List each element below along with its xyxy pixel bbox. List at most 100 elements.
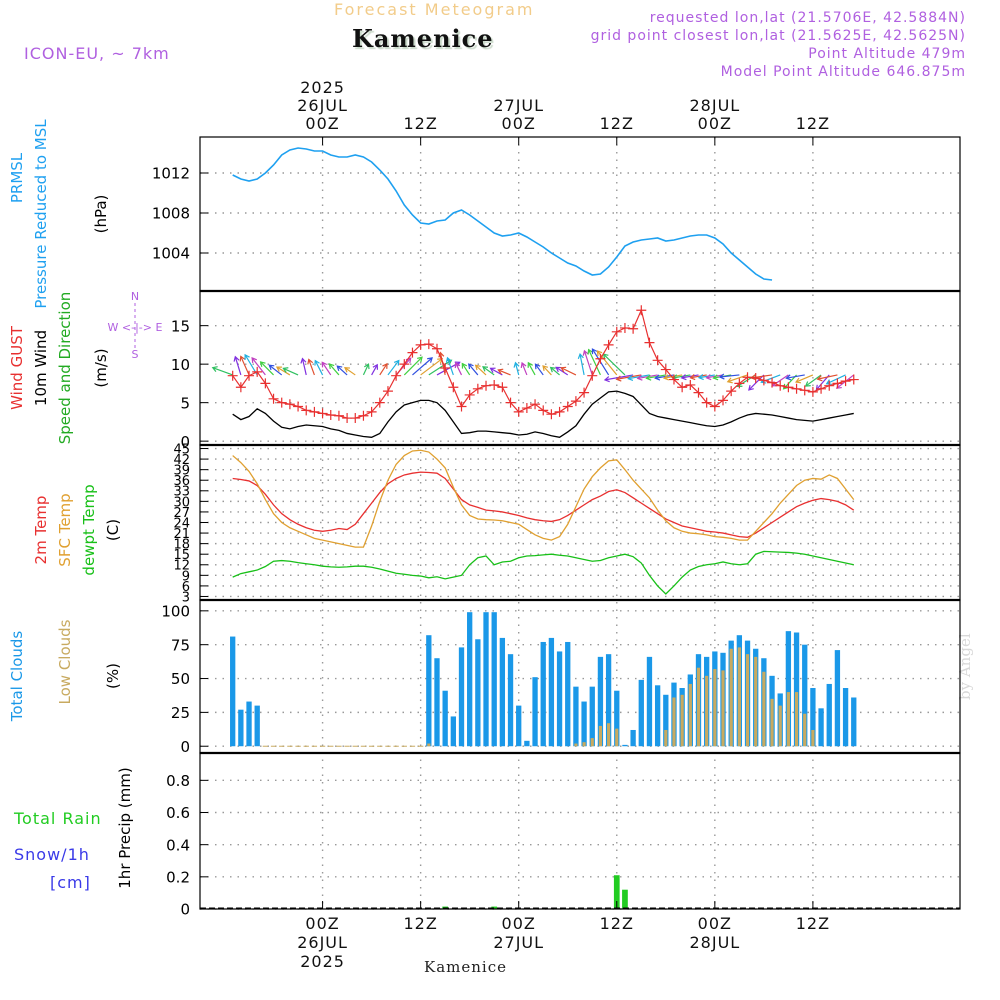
wind-gust-marker — [350, 413, 361, 424]
time-label-bottom: 26JUL — [297, 933, 348, 952]
total-cloud-bar — [434, 658, 440, 747]
y-tick-label: 1012 — [152, 165, 190, 183]
time-label-top: 27JUL — [493, 96, 544, 115]
wind-gust-marker — [832, 378, 843, 389]
total-cloud-bar — [458, 647, 465, 747]
wind-arrow-head — [718, 373, 725, 380]
wind-direction-arrow — [681, 374, 699, 379]
wind-direction-arrow — [482, 366, 495, 376]
wind-direction-arrow — [260, 361, 274, 376]
wind-gust-marker — [431, 343, 442, 354]
wind-arrow-head — [513, 361, 520, 368]
supertitle: Forecast Meteogram — [334, 0, 535, 19]
dewpoint-label: dewpt Temp — [80, 484, 98, 575]
y-tick-label: 5 — [180, 394, 190, 412]
wind-arrow-head — [534, 363, 541, 370]
low-clouds-label: Low Clouds — [56, 619, 74, 704]
wind-unit: (m/s) — [92, 348, 110, 387]
wind-arrow-head — [344, 367, 351, 373]
wind-arrow-head — [259, 361, 266, 367]
temp-sfc-line — [232, 449, 855, 548]
total-cloud-bar — [581, 701, 587, 747]
wind-arrow-head — [748, 384, 754, 391]
low-cloud-bar — [427, 743, 431, 747]
wind-arrow-head — [244, 353, 250, 360]
wind-direction-arrow — [308, 359, 315, 376]
wind-gust-marker — [758, 375, 769, 386]
wind-arrow-head — [615, 375, 622, 382]
time-label-bottom: 00Z — [698, 914, 732, 933]
total-cloud-bar — [442, 690, 448, 747]
wind-gust-marker — [301, 405, 312, 416]
wind-gust-marker — [227, 370, 238, 381]
time-label-bottom: 12Z — [600, 914, 634, 933]
wind-gust-marker — [595, 353, 606, 364]
total-cloud-bar — [450, 716, 456, 747]
low-cloud-bar — [811, 729, 815, 747]
y-tick-label: 9 — [182, 569, 190, 584]
wind-arrow-head — [689, 374, 696, 381]
wind-arrow-head — [482, 366, 489, 372]
y-tick-label: 0.4 — [166, 836, 190, 854]
wind-gust-marker — [791, 383, 802, 394]
wind-gust-marker — [333, 410, 344, 421]
wind-direction-arrow — [817, 374, 838, 380]
total-cloud-bar — [524, 740, 530, 747]
y-tick-label: 0 — [180, 901, 190, 919]
total-cloud-bar — [842, 688, 849, 747]
low-cloud-bar — [574, 743, 578, 747]
wind-arrow-head — [239, 355, 246, 362]
total-cloud-bar — [630, 729, 636, 747]
wind-direction-arrow — [719, 374, 740, 378]
wind-direction-arrow — [514, 362, 520, 376]
wind-arrow-head — [680, 374, 687, 381]
wind-arrow-head — [542, 365, 549, 371]
wind-arrow-head — [474, 364, 481, 371]
wind-gust-marker — [497, 382, 508, 393]
total-cloud-bar — [826, 683, 832, 747]
wind-arrow-head — [328, 363, 335, 370]
wind-gust-marker — [848, 374, 859, 385]
wind-10m-label: 10m Wind — [32, 330, 50, 406]
wind-arrow-head — [654, 374, 661, 381]
footer-location: Kamenice — [424, 958, 507, 976]
wind-direction-arrow — [379, 363, 388, 376]
wind-direction-arrow — [672, 374, 691, 379]
clouds-unit: (%) — [104, 663, 122, 689]
wind-direction-arrow — [805, 374, 822, 387]
wind-gust-marker — [783, 382, 794, 393]
wind-gust-marker — [709, 401, 720, 412]
model-altitude: Model Point Altitude 646.875m — [720, 64, 966, 80]
wind-direction-arrow — [550, 367, 560, 376]
model-label: ICON-EU, ~ 7km — [24, 44, 170, 63]
temp-unit: (C) — [104, 519, 122, 541]
precip-unit: 1hr Precip (mm) — [116, 767, 134, 888]
wind-direction-arrow — [555, 366, 569, 376]
y-tick-label: 15 — [173, 548, 190, 563]
wind-gust-marker — [252, 366, 263, 377]
wind-arrow-head — [275, 366, 282, 372]
wind-gust-marker — [546, 409, 557, 420]
wind-gust-marker — [489, 379, 500, 390]
y-tick-label: 27 — [173, 506, 190, 521]
low-cloud-bar — [696, 667, 701, 747]
y-tick-label: 75 — [171, 636, 190, 654]
wind-gust-marker — [235, 382, 246, 393]
y-tick-label: 1004 — [152, 245, 190, 263]
wind-direction-arrow — [301, 358, 307, 376]
total-cloud-bar — [507, 654, 514, 747]
wind-direction-arrow — [212, 367, 233, 376]
total-cloud-bar — [573, 686, 579, 747]
total-cloud-bar — [622, 744, 628, 747]
wind-arrow-head — [555, 366, 562, 373]
wind-direction-arrow — [698, 374, 715, 379]
wind-gust-marker — [742, 372, 753, 383]
wind-arrow-head — [712, 374, 719, 381]
wind-gust-marker — [374, 397, 385, 408]
time-label-bottom: 00Z — [502, 914, 536, 933]
low-cloud-bar — [590, 738, 594, 747]
wind-gust-marker — [603, 339, 614, 350]
total-cloud-bar — [532, 677, 538, 747]
wind-arrow-head — [560, 366, 567, 373]
